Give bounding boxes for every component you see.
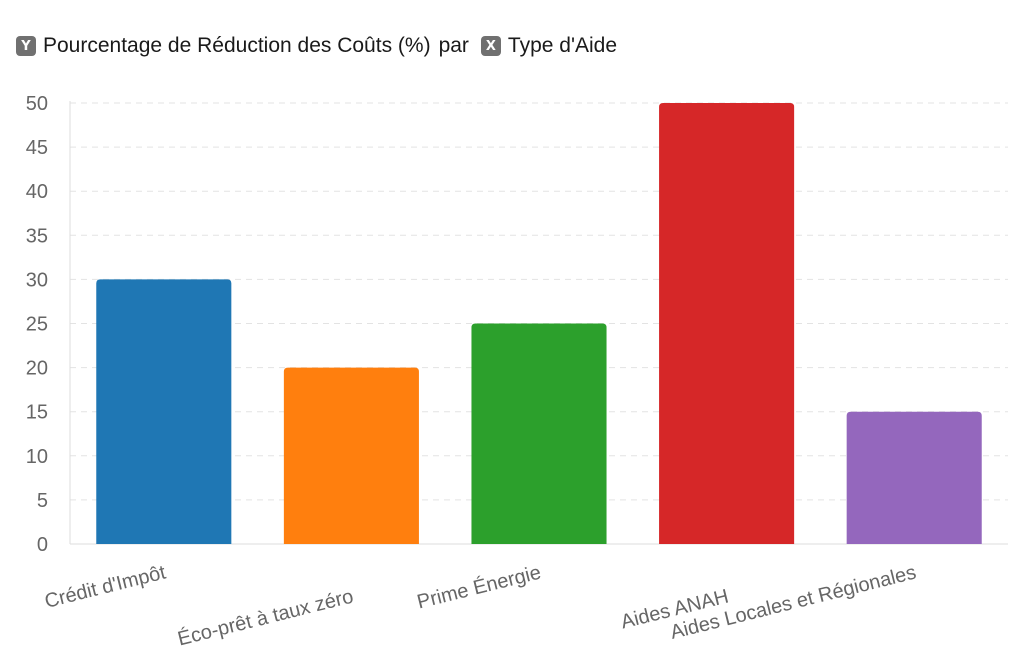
bars: [96, 103, 982, 544]
y-axis-title: Pourcentage de Réduction des Coûts (%): [43, 34, 431, 57]
y-tick-label-50: 50: [26, 93, 48, 115]
bar-2: [283, 367, 419, 544]
y-tick-label-40: 40: [26, 181, 48, 203]
y-tick-label-15: 15: [26, 402, 48, 424]
y-tick-labels: 0 5 10 15 20 25 30 35 40 45 50: [26, 93, 48, 556]
chart-title: Y Pourcentage de Réduction des Coûts (%)…: [16, 34, 617, 58]
x-tick-labels: Crédit d'Impôt Éco-prêt à taux zéro Prime …: [42, 561, 918, 651]
bar-4: [659, 103, 795, 544]
bar-3: [471, 323, 607, 544]
y-tick-label-10: 10: [26, 446, 48, 468]
x-tick-label-2: Éco-prêt à taux zéro: [175, 585, 355, 651]
y-tick-label-5: 5: [37, 490, 48, 512]
bar-1: [96, 279, 232, 544]
x-tick-label-1: Crédit d'Impôt: [42, 561, 168, 612]
y-tick-label-20: 20: [26, 358, 48, 380]
x-tick-label-3: Prime Énergie: [415, 561, 544, 614]
y-tick-label-35: 35: [26, 225, 48, 247]
x-axis-title: Type d'Aide: [507, 34, 618, 57]
y-tick-label-0: 0: [37, 534, 48, 556]
x-axis-badge: X: [480, 36, 501, 56]
title-connector: par: [438, 34, 469, 57]
y-tick-label-25: 25: [26, 314, 48, 336]
bar-5: [846, 411, 982, 544]
y-axis-badge: Y: [16, 36, 36, 56]
y-tick-label-45: 45: [26, 137, 48, 159]
y-tick-label-30: 30: [26, 269, 48, 291]
